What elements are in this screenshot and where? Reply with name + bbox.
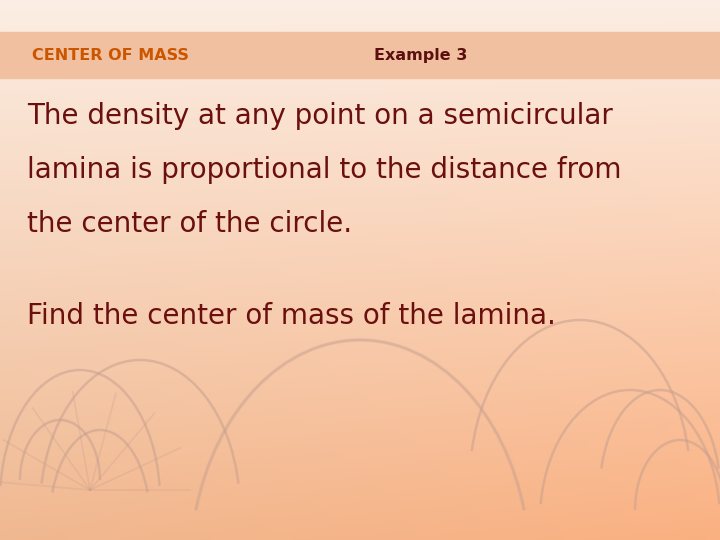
Text: Example 3: Example 3: [374, 48, 468, 63]
Text: CENTER OF MASS: CENTER OF MASS: [32, 48, 189, 63]
Text: the center of the circle.: the center of the circle.: [27, 210, 353, 238]
Text: The density at any point on a semicircular: The density at any point on a semicircul…: [27, 102, 613, 130]
Bar: [0, 32, 720, 78]
Text: Find the center of mass of the lamina.: Find the center of mass of the lamina.: [27, 302, 557, 330]
Text: lamina is proportional to the distance from: lamina is proportional to the distance f…: [27, 156, 622, 184]
